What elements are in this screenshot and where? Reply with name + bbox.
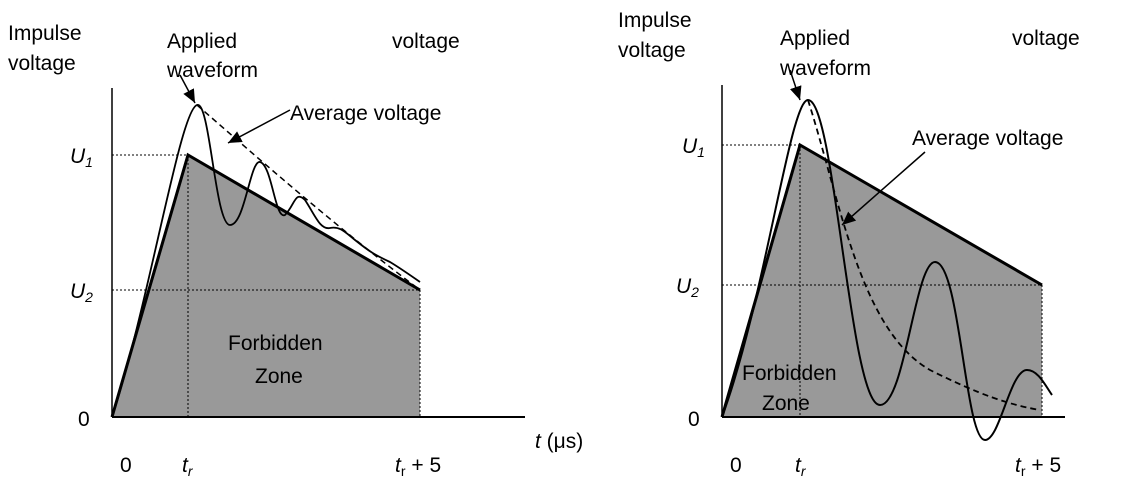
y-label: Impulse <box>8 22 82 45</box>
zone-label: Forbidden <box>228 332 323 355</box>
tr5-label: tr + 5 <box>1015 454 1061 479</box>
u1-label: U1 <box>682 135 705 160</box>
x-zero: 0 <box>730 454 742 477</box>
extra-label: voltage <box>1012 27 1080 50</box>
right-panel: Impulse voltage Applied waveform voltage… <box>618 9 1080 479</box>
u2-label: U2 <box>676 275 699 300</box>
u1-label: U1 <box>70 145 93 170</box>
average-voltage-curve <box>807 99 1041 411</box>
average-voltage-curve <box>196 104 421 291</box>
average-arrow <box>227 109 291 144</box>
u2-label: U2 <box>70 280 93 305</box>
average-label: Average voltage <box>912 127 1063 150</box>
forbidden-zone <box>112 155 420 417</box>
average-arrow <box>841 151 926 226</box>
average-label: Average voltage <box>290 102 441 125</box>
tr5-label: tr + 5 <box>395 454 441 479</box>
applied-label: Applied <box>780 27 850 50</box>
x-label: t (μs) <box>535 430 583 453</box>
applied-label: waveform <box>166 59 258 82</box>
tr-label: tr <box>182 454 194 479</box>
y-label: voltage <box>618 39 686 62</box>
y-zero: 0 <box>78 408 90 431</box>
applied-waveform <box>721 98 1053 442</box>
applied-arrow <box>179 74 196 104</box>
zone-label: Forbidden <box>742 362 837 385</box>
y-zero: 0 <box>688 408 700 431</box>
applied-label: Applied <box>167 30 237 53</box>
applied-label: waveform <box>779 57 871 80</box>
tr-label: tr <box>795 454 807 479</box>
extra-label: voltage <box>392 30 460 53</box>
applied-arrow <box>789 69 802 101</box>
y-label: voltage <box>8 52 76 75</box>
x-zero: 0 <box>120 454 132 477</box>
zone-label: Zone <box>762 392 810 415</box>
y-label: Impulse <box>618 9 692 32</box>
left-panel: Impulse voltage Applied waveform voltage… <box>8 22 583 479</box>
zone-label: Zone <box>255 365 303 388</box>
